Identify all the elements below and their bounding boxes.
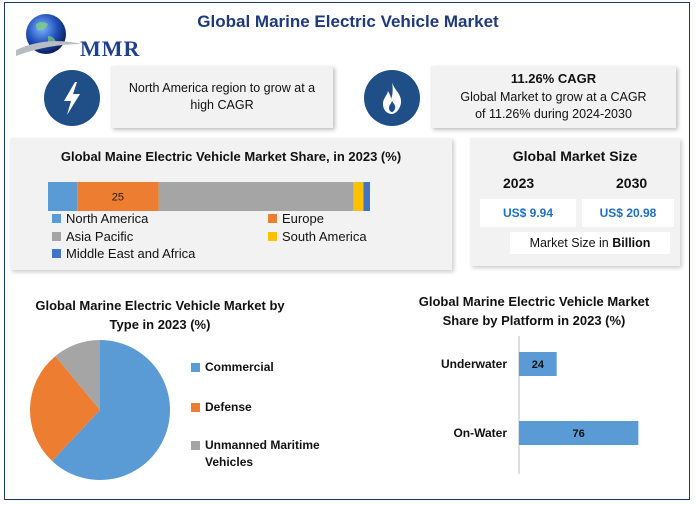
highlight-text-1: North America region to grow at a high C…: [128, 81, 316, 112]
stack-segment-south-america: [353, 182, 364, 211]
pie-slice-commercial: [52, 340, 171, 480]
flame-icon: [383, 82, 402, 114]
page-title: Global Marine Electric Vehicle Market: [197, 12, 499, 31]
unit-label: Market Size in Billion: [510, 232, 670, 254]
value-2023: US$ 9.94: [480, 199, 576, 227]
value-2030: US$ 20.98: [582, 199, 674, 227]
flame-badge: [364, 70, 420, 126]
stack-segment-middle-east-and-africa: [363, 182, 370, 211]
regional-share-panel: Global Maine Electric Vehicle Market Sha…: [10, 138, 452, 270]
pie-legend-defense: Defense: [191, 399, 252, 416]
legend-north-america: North America: [52, 211, 148, 226]
legend-europe: Europe: [268, 211, 324, 226]
lightning-badge: [44, 70, 100, 126]
legend-label: North America: [66, 211, 149, 226]
pie-legend-commercial: Commercial: [191, 359, 274, 376]
pie-legend-unmanned: Unmanned Maritime Vehicles: [191, 437, 331, 471]
highlight-card-2: 11.26% CAGR Global Market to grow at a C…: [431, 66, 676, 128]
legend-label: Middle East and Africa: [66, 246, 196, 261]
legend-swatch: [268, 214, 277, 223]
legend-swatch: [191, 363, 200, 372]
bar-data-label: 24: [532, 359, 545, 371]
year-2030: 2030: [616, 175, 648, 191]
legend-swatch: [268, 232, 277, 241]
stacked-bar: 25: [48, 182, 370, 211]
legend-asia-pacific: Asia Pacific: [52, 229, 133, 244]
cagr-heading: 11.26% CAGR: [510, 71, 597, 86]
stack-segment-asia-pacific: [158, 182, 354, 211]
unit-prefix: Market Size in: [529, 236, 613, 250]
market-size-title: Global Market Size: [512, 148, 638, 164]
bar-data-label: 76: [573, 428, 585, 440]
mmr-logo: MMR: [14, 10, 144, 66]
globe-icon: [16, 14, 82, 56]
platform-bar-chart: Underwater 24 On-Water 76: [441, 336, 639, 474]
logo-text: MMR: [80, 36, 141, 61]
pie-slice-defense: [29, 356, 100, 462]
unit-bold: Billion: [612, 236, 651, 250]
legend-swatch: [52, 232, 61, 241]
market-size-panel: Global Market Size 2023 2030 US$ 9.94 US…: [470, 138, 680, 266]
lightning-icon: [64, 82, 80, 115]
platform-bar-underwater: [519, 352, 557, 376]
legend-swatch: [191, 403, 200, 412]
stack-data-label: 25: [112, 192, 124, 204]
highlight-text-2: Global Market to grow at a CAGR of 11.26…: [460, 90, 647, 121]
stack-segment-north-america: [48, 182, 78, 211]
pie-chart-title: Global Marine Electric Vehicle Market by…: [35, 298, 285, 332]
legend-label: Europe: [282, 211, 324, 226]
legend-south-america: South America: [268, 229, 367, 244]
legend-label: Asia Pacific: [66, 229, 134, 244]
platform-bar-on-water: [519, 421, 639, 445]
legend-swatch: [52, 249, 61, 258]
highlight-card-1: North America region to grow at a high C…: [111, 66, 333, 128]
type-pie-chart: [29, 340, 171, 480]
legend-label: Unmanned Maritime Vehicles: [205, 438, 320, 469]
category-label: Underwater: [441, 357, 507, 371]
legend-swatch: [52, 214, 61, 223]
legend-label: Defense: [205, 400, 252, 414]
infographic-frame: [4, 2, 690, 500]
legend-label: Commercial: [205, 360, 274, 374]
legend-swatch: [191, 441, 200, 450]
stack-segment-europe: [77, 182, 159, 211]
legend-middle-east-africa: Middle East and Africa: [52, 246, 195, 261]
regional-chart-title: Global Maine Electric Vehicle Market Sha…: [60, 149, 402, 164]
year-2023: 2023: [503, 175, 535, 191]
platform-chart-title: Global Marine Electric Vehicle Market Sh…: [418, 294, 650, 328]
category-label: On-Water: [453, 426, 507, 440]
legend-label: South America: [282, 229, 367, 244]
pie-slice-unmanned-maritime-vehicles: [55, 340, 100, 410]
